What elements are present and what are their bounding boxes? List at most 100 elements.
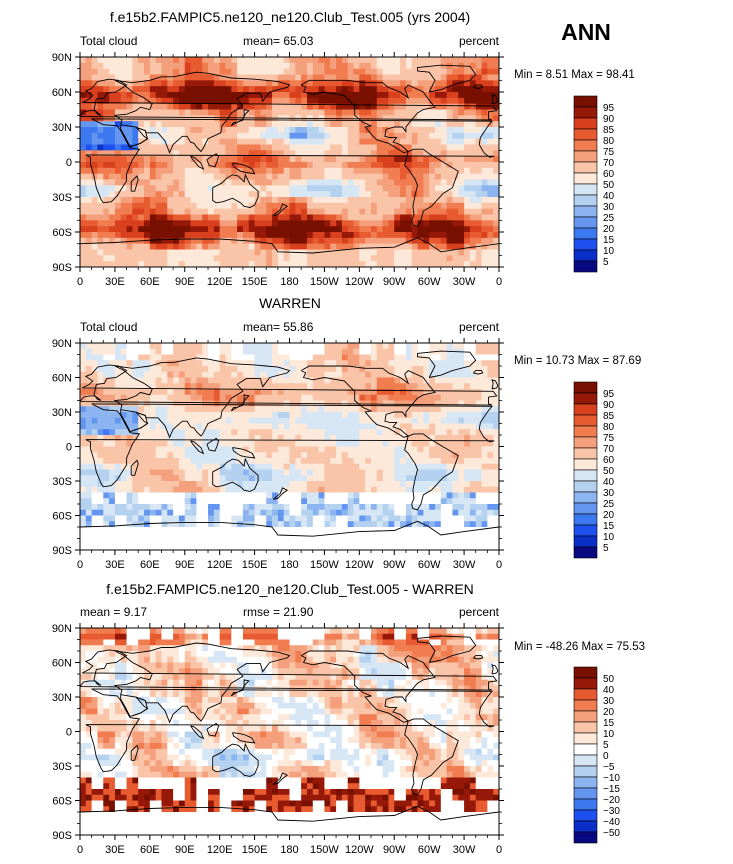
grid-cell — [277, 232, 285, 239]
grid-cell — [237, 185, 244, 192]
grid-cell — [97, 354, 104, 361]
grid-cell — [469, 138, 477, 145]
grid-cell — [464, 389, 471, 396]
grid-cell — [423, 57, 430, 64]
grid-cell — [446, 208, 453, 215]
grid-cell — [225, 167, 232, 175]
grid-cell — [324, 463, 331, 470]
grid-cell — [400, 504, 407, 511]
grid-cell — [242, 440, 250, 447]
grid-cell — [324, 127, 331, 134]
grid-cell — [458, 179, 465, 186]
grid-cell — [394, 197, 401, 204]
grid-cell — [161, 115, 168, 122]
grid-cell — [394, 394, 401, 401]
grid-cell — [353, 121, 360, 128]
grid-cell — [103, 197, 110, 204]
grid-cell — [242, 68, 250, 75]
grid-cell — [423, 150, 430, 157]
grid-cell — [114, 162, 122, 169]
grid-cell — [266, 509, 273, 516]
grid-cell — [359, 92, 366, 99]
grid-cell — [196, 509, 203, 516]
grid-cell — [481, 343, 488, 350]
grid-cell — [341, 167, 349, 175]
grid-cell — [91, 127, 98, 134]
grid-cell — [173, 481, 180, 488]
grid-cell — [254, 458, 261, 465]
grid-cell — [213, 167, 221, 175]
grid-cell — [429, 463, 436, 470]
grid-cell — [283, 144, 290, 151]
grid-cell — [260, 162, 267, 169]
grid-cell — [394, 406, 401, 413]
grid-cell — [458, 406, 465, 413]
grid-cell — [306, 417, 314, 424]
grid-cell — [149, 226, 157, 233]
grid-cell — [149, 237, 157, 245]
grid-cell — [126, 486, 133, 493]
grid-cell — [382, 62, 389, 70]
grid-cell — [85, 62, 93, 70]
grid-cell — [423, 167, 430, 175]
grid-cell — [126, 121, 133, 128]
grid-cell — [452, 197, 459, 204]
grid-cell — [365, 343, 372, 350]
grid-cell — [347, 132, 354, 140]
grid-cell — [237, 109, 244, 116]
grid-cell — [260, 92, 267, 99]
grid-cell — [324, 348, 331, 355]
grid-cell — [312, 220, 319, 227]
grid-cell — [400, 167, 407, 175]
grid-cell — [429, 97, 436, 105]
grid-cell — [242, 80, 250, 87]
grid-cell — [440, 261, 448, 267]
grid-cell — [417, 57, 424, 64]
grid-cell — [85, 80, 93, 87]
grid-cell — [225, 179, 232, 186]
grid-cell — [80, 481, 87, 488]
grid-cell — [289, 86, 296, 93]
grid-cell — [242, 179, 250, 186]
grid-cell — [487, 463, 494, 470]
grid-cell — [318, 440, 325, 447]
grid-cell — [388, 115, 395, 122]
grid-cell — [330, 57, 337, 64]
grid-cell — [330, 360, 337, 367]
grid-cell — [254, 150, 261, 157]
grid-cell — [370, 179, 378, 186]
grid-cell — [167, 360, 174, 367]
grid-cell — [312, 57, 319, 64]
colorbar-swatch — [573, 161, 598, 174]
grid-cell — [213, 243, 221, 250]
grid-cell — [487, 498, 494, 505]
grid-cell — [237, 348, 244, 355]
grid-cell — [452, 97, 459, 105]
grid-cell — [178, 509, 186, 516]
grid-cell — [91, 138, 98, 145]
grid-cell — [248, 86, 255, 93]
grid-cell — [114, 214, 122, 221]
grid-cell — [301, 440, 308, 447]
grid-cell — [376, 440, 384, 447]
grid-cell — [97, 406, 104, 413]
grid-cell — [91, 394, 98, 401]
grid-cell — [359, 173, 366, 180]
grid-cell — [277, 383, 285, 390]
grid-cell — [178, 232, 186, 239]
grid-cell — [429, 220, 436, 227]
grid-cell — [149, 185, 157, 192]
grid-cell — [254, 237, 261, 245]
grid-cell — [359, 383, 366, 390]
grid-cell — [440, 406, 448, 413]
grid-cell — [120, 348, 127, 355]
grid-cell — [184, 92, 191, 99]
grid-cell — [190, 261, 197, 267]
grid-cell — [114, 354, 122, 361]
grid-cell — [114, 383, 122, 390]
grid-cell — [295, 481, 302, 488]
grid-cell — [237, 97, 244, 105]
grid-cell — [301, 156, 308, 163]
grid-cell — [301, 191, 308, 198]
grid-cell — [475, 249, 482, 256]
